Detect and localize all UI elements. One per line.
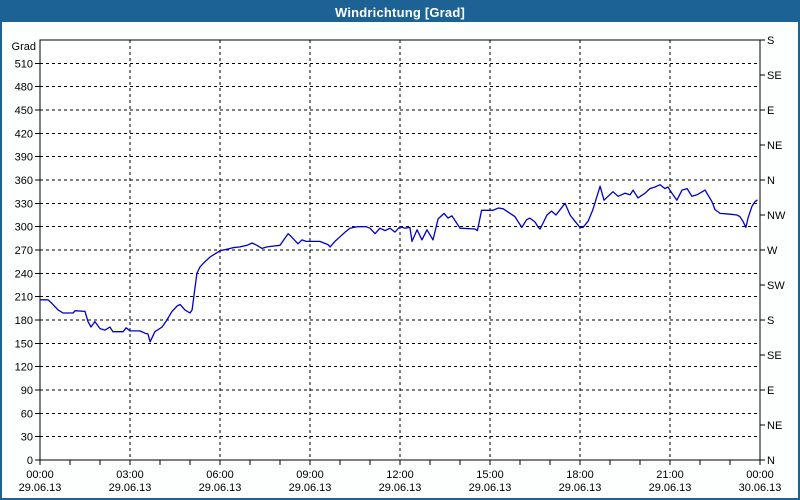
y-axis-tick-label: 210 (15, 292, 33, 304)
date-label: 29.06.13 (199, 482, 242, 494)
y-axis-tick-label: 90 (21, 385, 33, 397)
window-title: Windrichtung [Grad] (334, 4, 466, 20)
time-label: 18:00 (566, 469, 594, 481)
time-label: 15:00 (476, 469, 504, 481)
time-label: 21:00 (656, 469, 684, 481)
time-label: 00:00 (26, 469, 54, 481)
date-label: 29.06.13 (649, 482, 692, 494)
y-axis-tick-label: 420 (15, 128, 33, 140)
y-axis-tick-label: 240 (15, 268, 33, 280)
y-axis-tick-label: 0 (27, 455, 33, 467)
y-axis-tick-label: 120 (15, 362, 33, 374)
compass-label: S (767, 315, 774, 327)
y-axis-tick-label: 30 (21, 432, 33, 444)
compass-label: E (767, 385, 774, 397)
compass-label: N (767, 175, 775, 187)
y-axis-tick-label: 330 (15, 198, 33, 210)
y-axis-tick-label: 360 (15, 175, 33, 187)
date-label: 29.06.13 (289, 482, 332, 494)
compass-label: SW (767, 280, 785, 292)
compass-label: S (767, 35, 774, 47)
compass-label: NE (767, 420, 782, 432)
y-axis-tick-label: 150 (15, 338, 33, 350)
compass-label: SE (767, 70, 782, 82)
wind-direction-chart: 0 30 60 90 120 150 180 210 240 270 300 330 360 390 420… (12, 35, 786, 494)
compass-label: N (767, 455, 775, 467)
y-axis-tick-label: 480 (15, 82, 33, 94)
y-axis-tick-label: 180 (15, 315, 33, 327)
y-axis-tick-label: 450 (15, 105, 33, 117)
y-axis-tick-label: 300 (15, 222, 33, 234)
date-label: 29.06.13 (469, 482, 512, 494)
y-axis-tick-label: 270 (15, 245, 33, 257)
time-label: 09:00 (296, 469, 324, 481)
y-axis-tick-label: 510 (15, 58, 33, 70)
y-axis-tick-label: 390 (15, 152, 33, 164)
wind-direction-line (39, 184, 758, 343)
window-titlebar: Windrichtung [Grad] (2, 2, 798, 22)
date-label: 30.06.13 (739, 482, 782, 494)
time-label: 00:00 (746, 469, 774, 481)
date-label: 29.06.13 (379, 482, 422, 494)
compass-label: SE (767, 350, 782, 362)
date-label: 29.06.13 (109, 482, 152, 494)
y-axis-unit-label: Grad (12, 41, 36, 53)
time-label: 12:00 (386, 469, 414, 481)
compass-label: NW (767, 210, 786, 222)
chart-container: 0 30 60 90 120 150 180 210 240 270 300 330 360 390 420… (2, 22, 798, 498)
date-label: 29.06.13 (559, 482, 602, 494)
y-axis-tick-label: 60 (21, 408, 33, 420)
time-label: 03:00 (116, 469, 144, 481)
time-label: 06:00 (206, 469, 234, 481)
compass-label: NE (767, 140, 782, 152)
compass-label: E (767, 105, 774, 117)
compass-label: W (767, 245, 778, 257)
date-label: 29.06.13 (19, 482, 62, 494)
